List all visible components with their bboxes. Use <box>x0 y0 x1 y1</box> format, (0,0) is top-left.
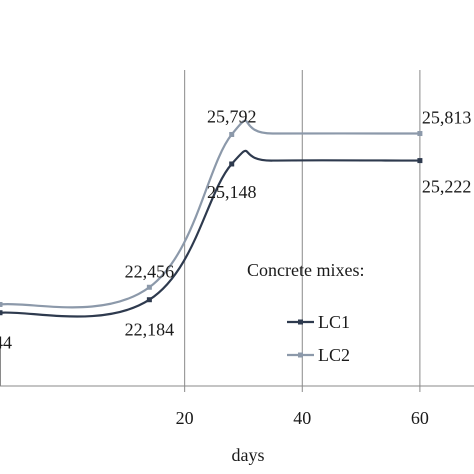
data-point-lc2 <box>146 284 152 290</box>
legend-swatch-marker <box>298 352 303 358</box>
data-point-lc1 <box>229 161 235 167</box>
legend-label: LC2 <box>318 345 350 365</box>
data-labels: 14422,18425,14825,222,92622,45625,79225,… <box>0 106 471 352</box>
legend-title: Concrete mixes: <box>247 260 364 280</box>
x-tick-label: 40 <box>293 408 311 428</box>
data-point-lc1 <box>0 310 3 316</box>
legend: Concrete mixes: LC1 LC2 <box>247 260 364 365</box>
series-lines <box>0 119 420 318</box>
data-point-lc1 <box>417 158 423 164</box>
data-point-lc2 <box>229 131 235 137</box>
data-label-lc1: 22,184 <box>125 320 175 340</box>
data-label-lc2: 25,813 <box>422 108 472 128</box>
legend-swatch-marker <box>298 319 303 325</box>
x-tick-labels: 20 40 60 <box>176 408 429 428</box>
data-point-lc2 <box>417 131 423 137</box>
data-point-lc1 <box>146 297 152 303</box>
data-label-lc2: 25,792 <box>207 106 257 126</box>
legend-item-lc1: LC1 <box>287 312 350 332</box>
legend-label: LC1 <box>318 312 350 332</box>
gridlines <box>0 70 421 386</box>
legend-item-lc2: LC2 <box>287 345 350 365</box>
data-label-lc1: 25,148 <box>207 182 257 202</box>
x-tick-marks <box>184 386 421 392</box>
x-axis-title: days <box>232 445 265 465</box>
data-label-lc2: 22,456 <box>125 261 175 281</box>
x-tick-label: 20 <box>176 408 194 428</box>
data-label-lc1: 144 <box>0 333 12 353</box>
x-tick-label: 60 <box>411 408 429 428</box>
series-line-lc2 <box>0 119 420 309</box>
series-points <box>0 131 423 316</box>
data-point-lc2 <box>0 301 3 307</box>
data-label-lc1: 25,222 <box>422 177 472 197</box>
series-line-lc1 <box>0 149 420 318</box>
legend-items: LC1 LC2 <box>287 312 350 365</box>
